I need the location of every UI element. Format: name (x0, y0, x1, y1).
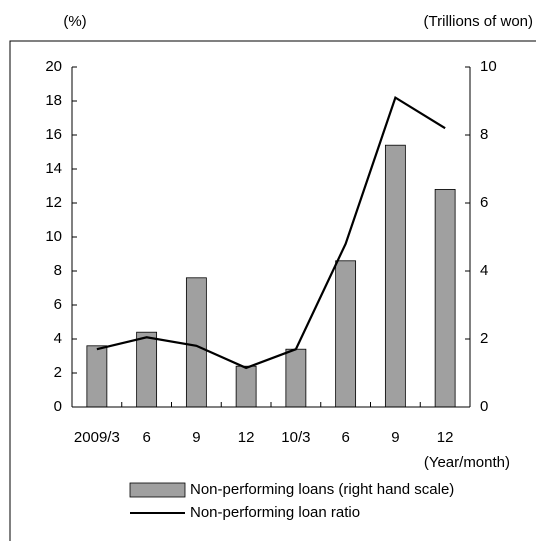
legend-swatch (129, 482, 186, 498)
bar (285, 348, 307, 408)
x-tick-label: 6 (142, 429, 150, 446)
x-tick-label: 6 (341, 429, 349, 446)
bar (235, 365, 257, 408)
line (96, 95, 446, 370)
y-tick-label: 6 (54, 296, 62, 313)
y-axis-label: (%) (63, 13, 86, 30)
y-tick-label: 10 (45, 228, 62, 245)
y-tick-label: 12 (45, 194, 62, 211)
y2-tick-label: 4 (480, 262, 488, 279)
y-tick-label: 4 (54, 330, 62, 347)
bar (136, 331, 158, 408)
bar (434, 188, 456, 408)
y2-axis-label: (Trillions of won) (424, 13, 533, 30)
x-tick-label: 12 (238, 429, 255, 446)
y-tick-label: 8 (54, 262, 62, 279)
bar (384, 144, 406, 408)
y2-tick-label: 0 (480, 398, 488, 415)
legend-label: Non-performing loan ratio (190, 504, 360, 521)
bar (86, 345, 108, 408)
y2-tick-label: 8 (480, 126, 488, 143)
x-axis-label: (Year/month) (424, 454, 510, 471)
y-tick-label: 18 (45, 92, 62, 109)
x-tick-label: 10/3 (281, 429, 310, 446)
x-tick-label: 9 (192, 429, 200, 446)
x-tick-label: 12 (437, 429, 454, 446)
bar (335, 260, 357, 408)
y-tick-label: 16 (45, 126, 62, 143)
y-tick-label: 0 (54, 398, 62, 415)
y-tick-label: 14 (45, 160, 62, 177)
legend-label: Non-performing loans (right hand scale) (190, 481, 454, 498)
y2-tick-label: 2 (480, 330, 488, 347)
x-tick-label: 9 (391, 429, 399, 446)
y2-tick-label: 10 (480, 58, 497, 75)
frame (9, 40, 536, 541)
x-tick-label: 2009/3 (74, 429, 120, 446)
y-tick-label: 2 (54, 364, 62, 381)
y-tick-label: 20 (45, 58, 62, 75)
y2-tick-label: 6 (480, 194, 488, 211)
bar (185, 277, 207, 408)
